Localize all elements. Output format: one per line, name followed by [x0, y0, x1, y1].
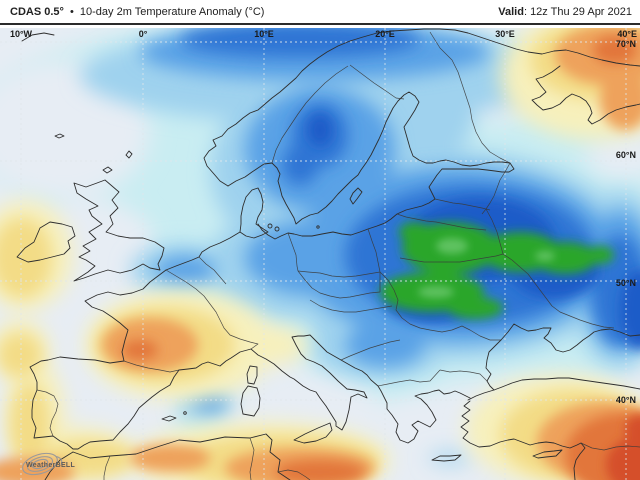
- anomaly-red-field: [606, 415, 640, 480]
- country-borders: [36, 31, 640, 480]
- lon-label-10e: 10°E: [254, 29, 274, 39]
- lat-label-50n: 50°N: [616, 278, 636, 288]
- lon-label-40e: 40°E: [617, 29, 637, 39]
- valid-time: Valid: 12z Thu 29 Apr 2021: [498, 6, 632, 18]
- lon-label-20e: 20°E: [375, 29, 395, 39]
- lon-label-10w: 10°W: [10, 29, 33, 39]
- valid-value: : 12z Thu 29 Apr 2021: [523, 5, 632, 18]
- logo-text: WeatherBELL: [26, 462, 75, 469]
- header-bar: CDAS 0.5° • 10-day 2m Temperature Anomal…: [0, 0, 640, 25]
- lon-label-0: 0°: [139, 29, 148, 39]
- hurricane-swirl-icon: [22, 452, 63, 476]
- lon-label-30e: 30°E: [495, 29, 515, 39]
- weatherbell-logo: WeatherBELL: [22, 452, 75, 476]
- coastlines: [16, 28, 640, 480]
- anomaly-light-green-cores: [418, 238, 555, 298]
- map-title: CDAS 0.5° • 10-day 2m Temperature Anomal…: [10, 6, 267, 18]
- lat-label-70n: 70°N: [616, 39, 636, 49]
- product-name: 10-day 2m Temperature Anomaly (°C): [79, 5, 265, 18]
- graticule-lines: [0, 28, 640, 480]
- lat-label-60n: 60°N: [616, 150, 636, 160]
- title-bullet: •: [69, 5, 74, 18]
- model-name: CDAS 0.5°: [10, 5, 64, 18]
- graticule-labels: 10°W 0° 10°E 20°E 30°E 40°E 70°N 60°N 50…: [10, 29, 637, 405]
- lat-label-40n: 40°N: [616, 395, 636, 405]
- valid-label: Valid: [498, 5, 524, 18]
